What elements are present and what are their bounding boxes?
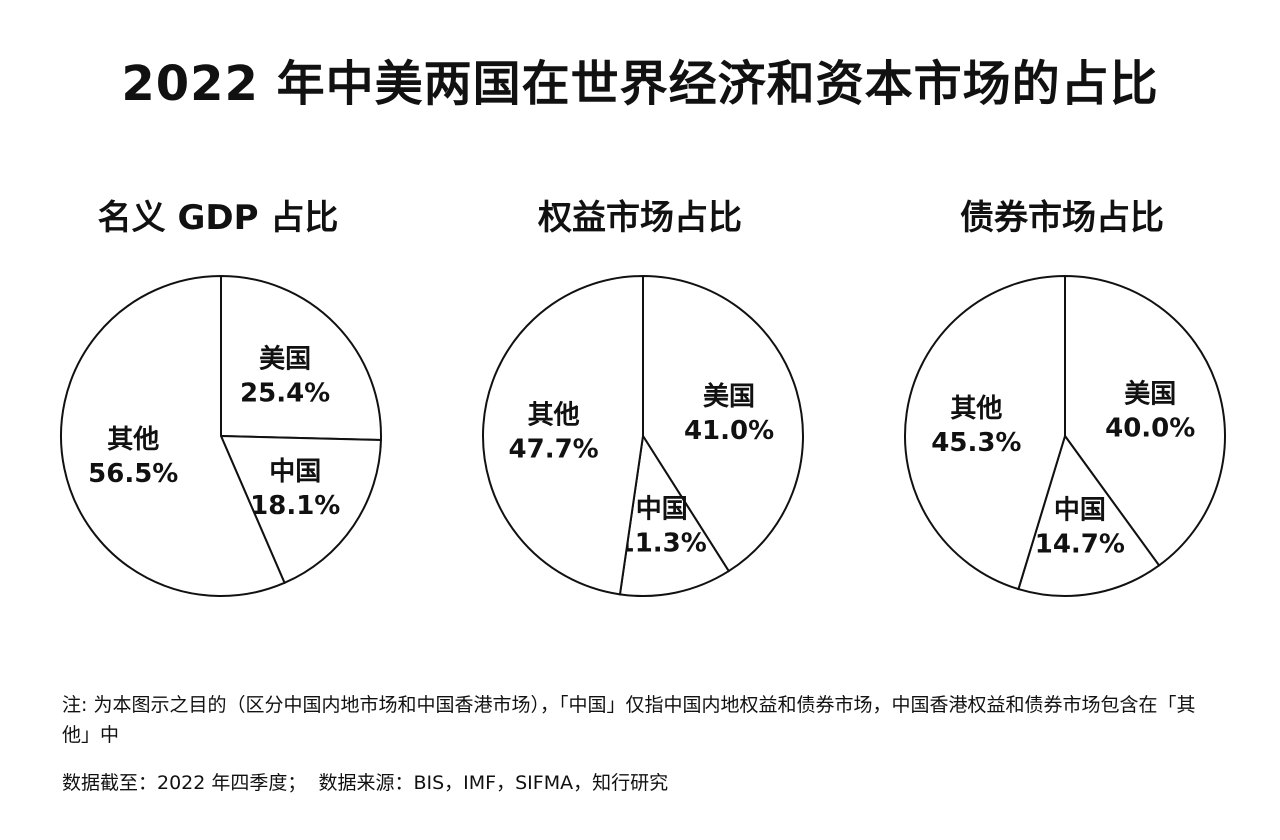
pie-0-slice-2-name: 其他 (107, 425, 159, 455)
chart-title-equity: 权益市场占比 (538, 198, 742, 238)
pie-1-slice-2-name: 其他 (528, 401, 580, 431)
pie-2-slice-2-name: 其他 (950, 394, 1002, 424)
pie-0-slice-0-name: 美国 (259, 343, 311, 374)
pie-1-slice-1-name: 中国 (636, 495, 688, 525)
pie-2-slice-2-value: 45.3% (931, 428, 1021, 458)
pie-1-slice-2-value: 47.7% (509, 435, 599, 465)
page-title: 2022 年中美两国在世界经济和资本市场的占比 (121, 56, 1159, 112)
pie-0-slice-1-value: 18.1% (250, 491, 340, 521)
pie-0-slice-1-name: 中国 (269, 457, 321, 487)
pie-1-slice-2 (482, 274, 644, 596)
pie-1-slice-0-value: 41.0% (684, 416, 774, 446)
pie-1-slice-0-name: 美国 (703, 381, 755, 412)
pie-2-slice-1-name: 中国 (1054, 495, 1106, 525)
pie-2-slice-0-name: 美国 (1124, 378, 1176, 409)
pie-2-slice-2 (904, 274, 1066, 591)
pie-charts: 美国 25.4% 中国 18.1% 其他 56.5% 美国 41.0% 中国 11.3% 其他 47.… (60, 274, 1226, 597)
source-line: 数据截至：2022 年四季度； 数据来源：BIS，IMF，SIFMA，知行研究 (62, 772, 669, 794)
pie-1-slice-1-value: 11.3% (617, 529, 707, 559)
pie-2-slice-0-value: 40.0% (1105, 413, 1195, 443)
pie-0-slice-0 (220, 274, 382, 442)
pie-0-slice-0-value: 25.4% (240, 378, 330, 408)
chart-title-gdp: 名义 GDP 占比 (97, 198, 339, 238)
pie-0-slice-2-value: 56.5% (88, 459, 178, 489)
pie-2-slice-0 (1064, 274, 1226, 567)
footnote: 注: 为本图示之目的（区分中国内地市场和中国香港市场），「中国」仅指中国内地权益… (62, 694, 1196, 746)
chart-title-bond: 债券市场占比 (960, 198, 1164, 238)
pie-0-slice-1 (219, 434, 382, 585)
pie-0-slice-2 (60, 274, 286, 597)
charts-area: 名义 GDP 占比 权益市场占比 债券市场占比 美国 25.4% 中国 18.1% 其他… (0, 190, 1280, 630)
pie-2-slice-1-value: 14.7% (1035, 529, 1125, 559)
pie-1-slice-1 (618, 433, 731, 597)
